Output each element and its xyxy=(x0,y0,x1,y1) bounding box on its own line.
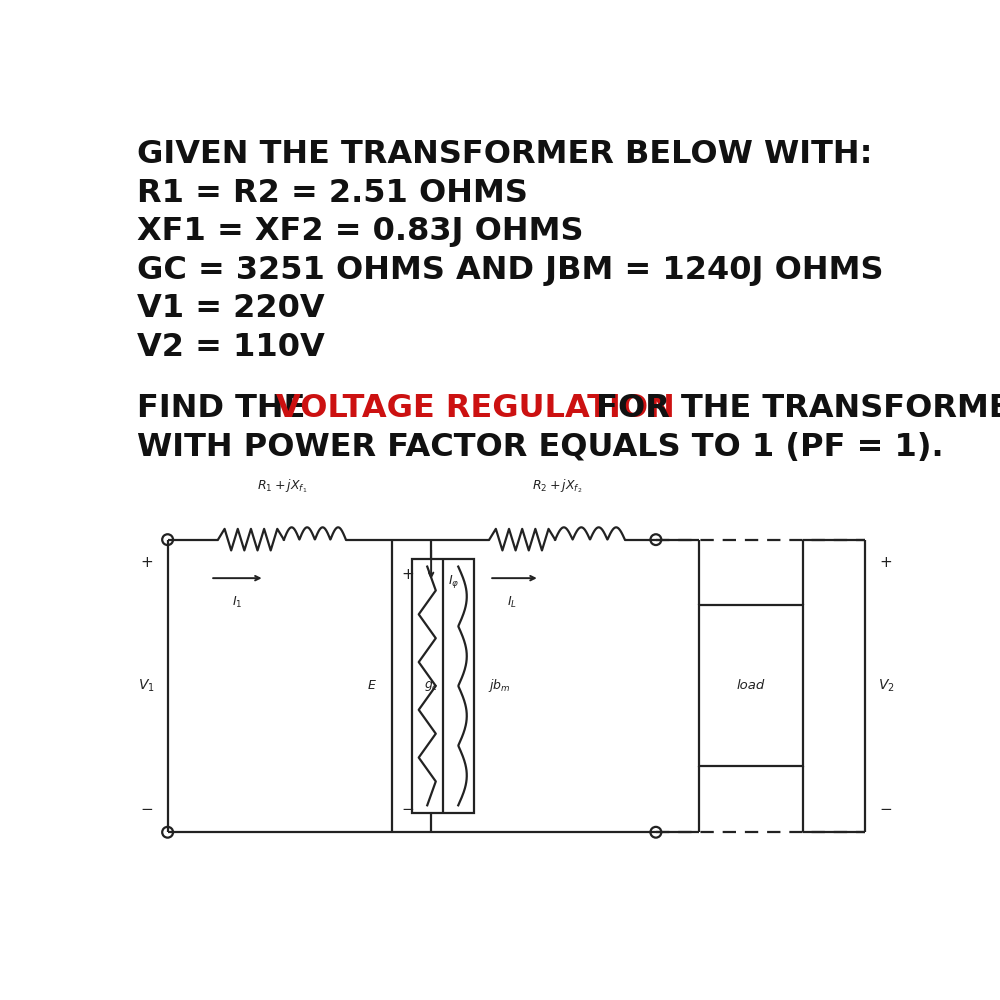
Bar xyxy=(698,605,803,766)
Text: +: + xyxy=(402,567,414,582)
Text: $I_L$: $I_L$ xyxy=(507,595,518,610)
Text: GC = 3251 OHMS AND JBM = 1240J OHMS: GC = 3251 OHMS AND JBM = 1240J OHMS xyxy=(137,255,883,286)
Text: R1 = R2 = 2.51 OHMS: R1 = R2 = 2.51 OHMS xyxy=(137,178,528,209)
Text: $I_1$: $I_1$ xyxy=(232,595,243,610)
Text: V1 = 220V: V1 = 220V xyxy=(137,293,324,324)
Text: $V_2$: $V_2$ xyxy=(878,678,894,694)
Text: $V_1$: $V_1$ xyxy=(138,678,155,694)
Text: $jb_m$: $jb_m$ xyxy=(488,677,510,694)
Text: $R_2+jX_{f_2}$: $R_2+jX_{f_2}$ xyxy=(532,477,582,495)
Text: −: − xyxy=(880,802,892,817)
Bar xyxy=(412,559,474,813)
Text: −: − xyxy=(140,802,153,817)
Text: +: + xyxy=(880,555,892,570)
Text: −: − xyxy=(402,802,414,817)
Text: VOLTAGE REGULATION: VOLTAGE REGULATION xyxy=(276,393,675,424)
Text: +: + xyxy=(140,555,153,570)
Text: FIND THE: FIND THE xyxy=(137,393,316,424)
Text: $E$: $E$ xyxy=(367,679,377,692)
Text: load: load xyxy=(737,679,765,692)
Text: V2 = 110V: V2 = 110V xyxy=(137,332,324,363)
Text: XF1 = XF2 = 0.83J OHMS: XF1 = XF2 = 0.83J OHMS xyxy=(137,216,583,247)
Text: $g_c$: $g_c$ xyxy=(424,679,438,693)
Text: WITH POWER FACTOR EQUALS TO 1 (PF = 1).: WITH POWER FACTOR EQUALS TO 1 (PF = 1). xyxy=(137,432,943,463)
Text: GIVEN THE TRANSFORMER BELOW WITH:: GIVEN THE TRANSFORMER BELOW WITH: xyxy=(137,139,872,170)
Text: $R_1+jX_{f_1}$: $R_1+jX_{f_1}$ xyxy=(257,477,307,495)
Text: FOR THE TRANSFORMER: FOR THE TRANSFORMER xyxy=(585,393,1000,424)
Text: $I_\varphi$: $I_\varphi$ xyxy=(448,574,460,590)
